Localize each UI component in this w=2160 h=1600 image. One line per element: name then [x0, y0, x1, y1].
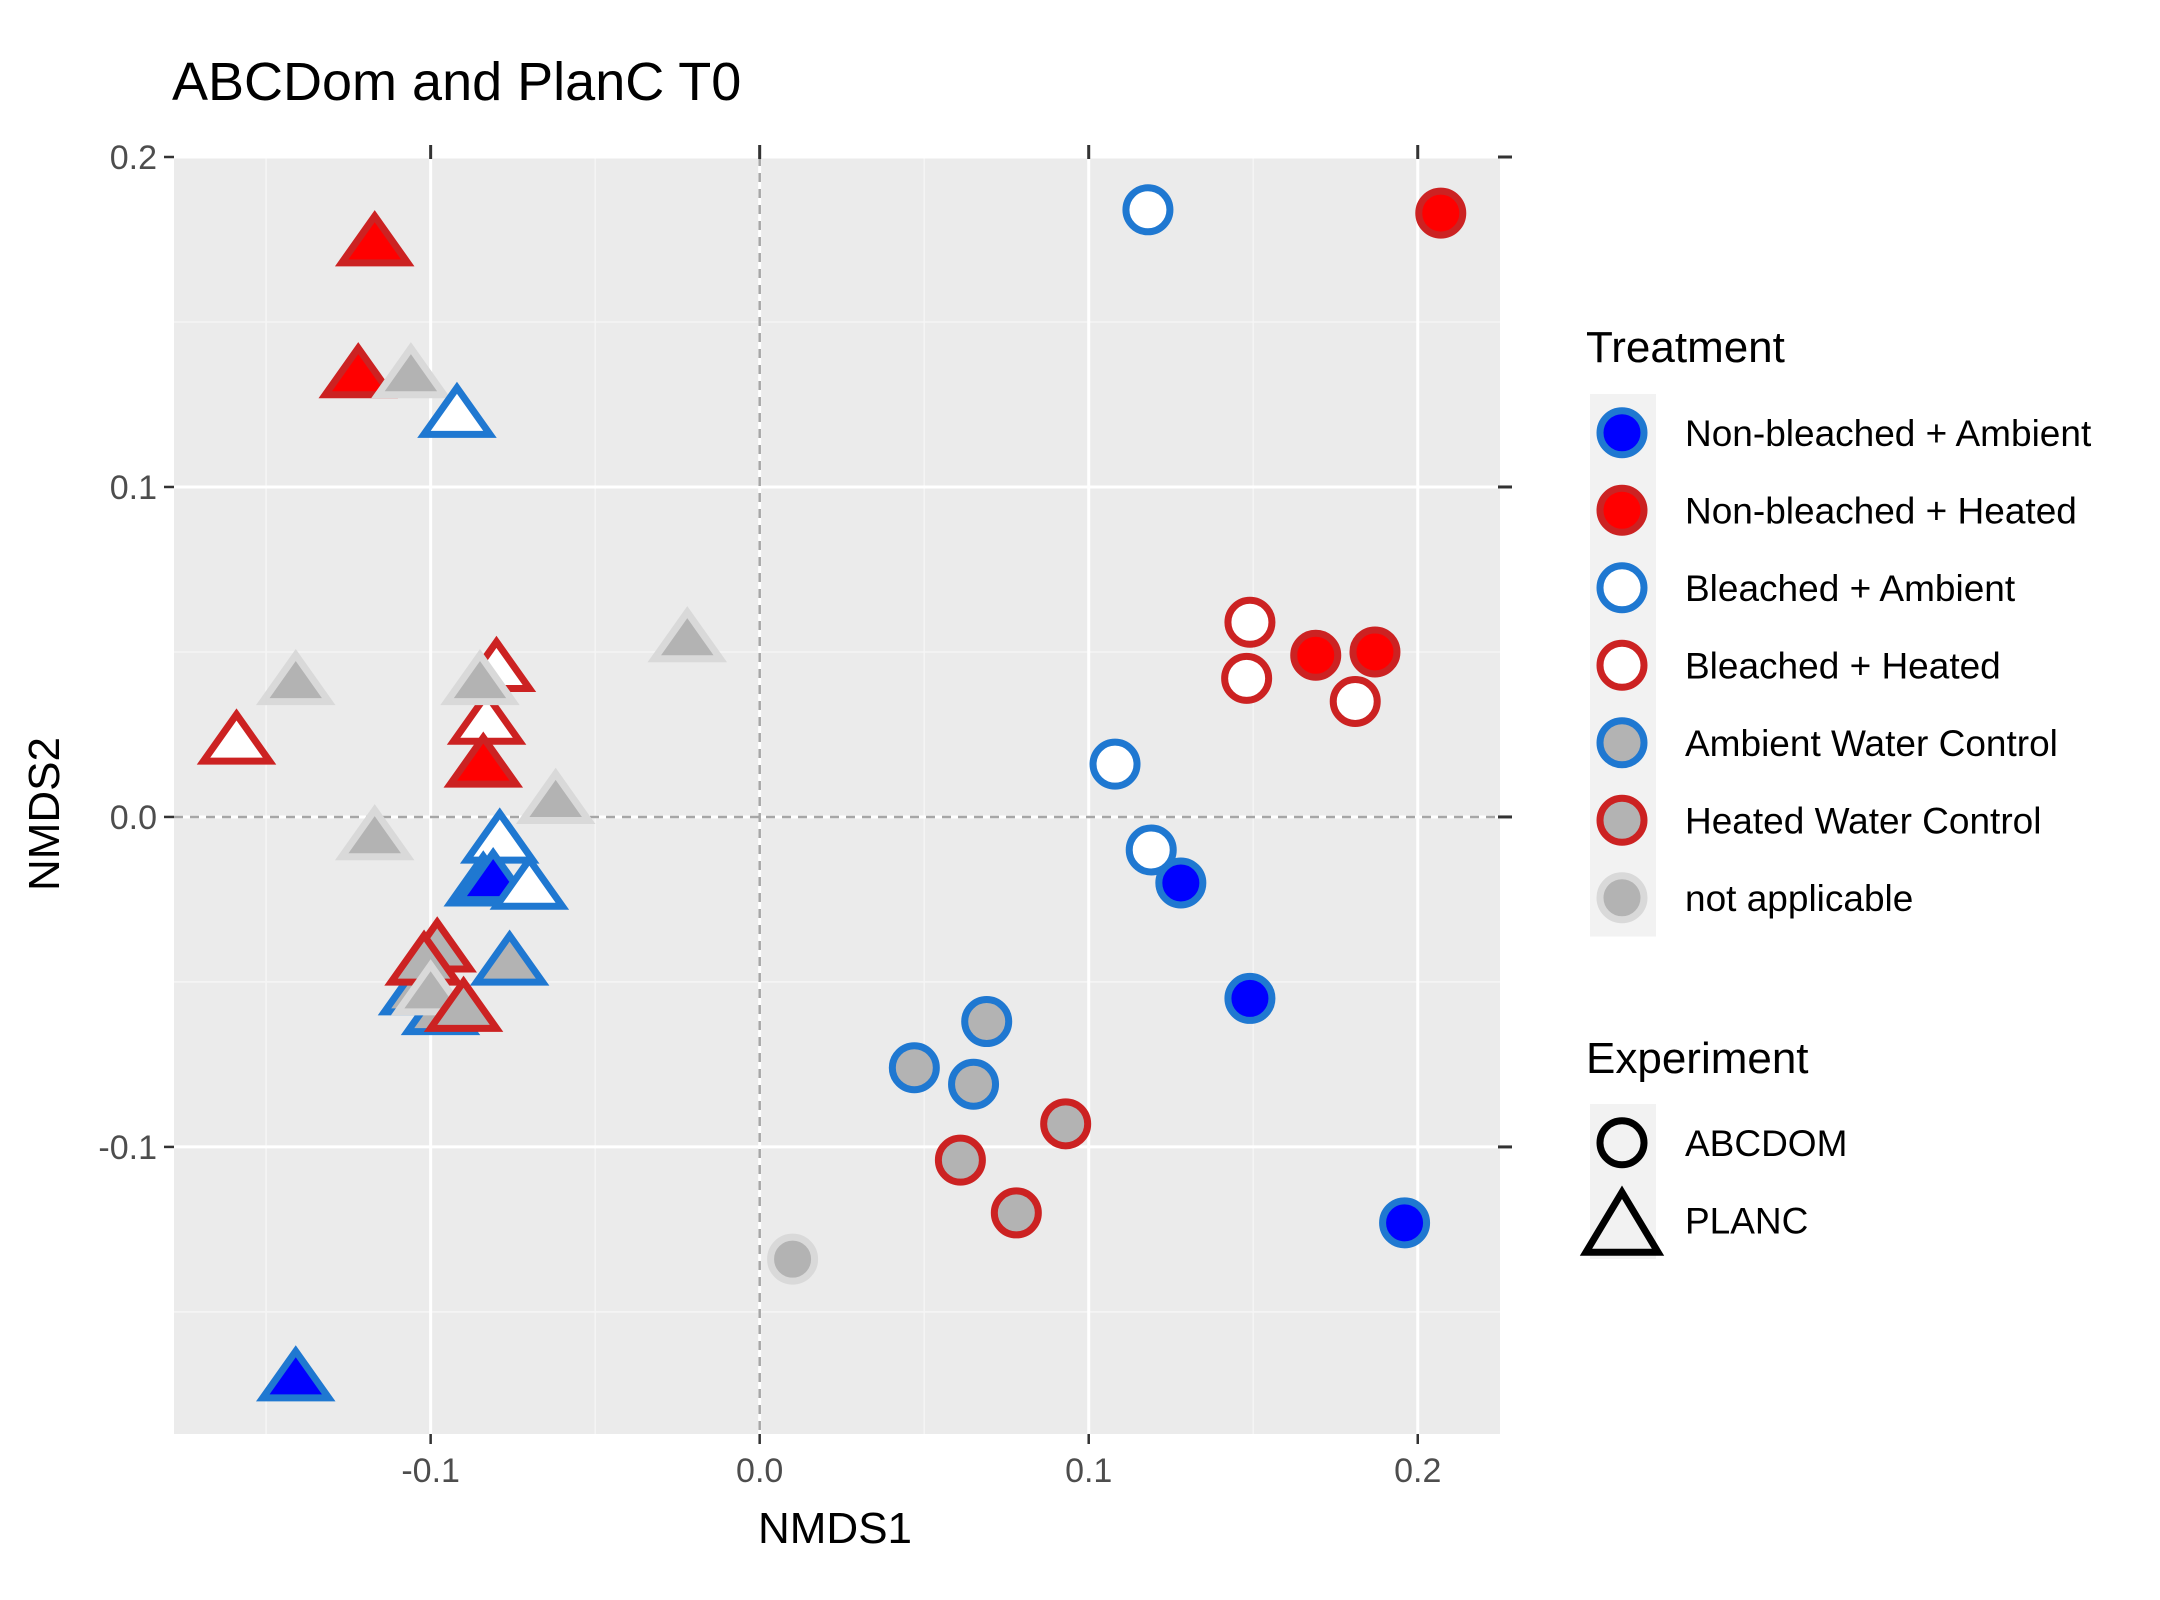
legend-label-treatment: Non-bleached + Ambient	[1685, 413, 2092, 454]
x-tick-label: 0.2	[1394, 1452, 1441, 1490]
legend-key-marker	[1596, 639, 1648, 691]
point-circle	[1379, 1197, 1431, 1249]
point-triangle	[255, 648, 336, 706]
point-triangle	[318, 342, 399, 399]
legend-key-marker	[1596, 717, 1648, 769]
legend-title-treatment: Treatment	[1586, 323, 1785, 372]
point-triangle	[334, 804, 415, 861]
point-circle	[1221, 652, 1273, 704]
chart-title: ABCDom and PlanC T0	[172, 52, 741, 112]
point-triangle	[417, 381, 497, 438]
point-triangle	[196, 708, 277, 765]
point-circle	[888, 1042, 940, 1094]
legend-key-marker	[1596, 794, 1648, 846]
point-circle	[1415, 187, 1467, 239]
point-circle	[767, 1233, 819, 1285]
tick-labels: -0.1 0.0 0.1 0.2 -0.1 0.0 0.1 0.2	[98, 139, 1441, 1490]
point-circle	[1349, 626, 1401, 678]
point-circle	[1040, 1098, 1092, 1150]
point-circle	[961, 996, 1013, 1048]
legend-label-treatment: Bleached + Heated	[1685, 645, 2001, 686]
data-points	[196, 184, 1467, 1402]
x-tick-label: -0.1	[401, 1452, 460, 1490]
legend-label-experiment: ABCDOM	[1685, 1123, 1847, 1164]
point-triangle	[469, 929, 550, 986]
legend-label-treatment: not applicable	[1685, 878, 1913, 919]
point-triangle	[423, 975, 504, 1032]
point-circle	[1290, 629, 1342, 681]
x-axis-title: NMDS1	[758, 1504, 912, 1553]
reference-lines	[174, 157, 1500, 1434]
y-tick-label: -0.1	[98, 1129, 157, 1167]
legend-key-marker	[1596, 562, 1648, 614]
y-tick-label: 0.1	[110, 469, 157, 507]
x-tick-label: 0.1	[1065, 1452, 1112, 1490]
legend-label-treatment: Bleached + Ambient	[1685, 568, 2016, 609]
point-triangle	[647, 606, 728, 663]
point-triangle	[334, 210, 415, 267]
axis-ticks	[164, 145, 1512, 1444]
legend-label-experiment: PLANC	[1685, 1200, 1808, 1241]
legend-treatment-entries: Non-bleached + Ambient Non-bleached + Hea…	[1590, 394, 2092, 937]
legend-key-marker	[1596, 484, 1648, 536]
point-circle	[934, 1134, 986, 1186]
point-circle	[1224, 972, 1276, 1024]
legend-key-marker	[1596, 407, 1648, 459]
x-tick-label: 0.0	[736, 1452, 783, 1490]
plot-panel	[174, 157, 1500, 1434]
point-circle	[1155, 857, 1207, 909]
point-triangle	[489, 853, 570, 910]
legend: Treatment Non-bleached + AmbientNon-blea…	[1579, 323, 2092, 1259]
legend-experiment-entries: ABCDOM PLANC	[1579, 1104, 1847, 1259]
legend-key-marker	[1596, 872, 1648, 924]
y-axis-title: NMDS2	[20, 737, 69, 891]
point-triangle	[515, 767, 596, 824]
legend-label-treatment: Non-bleached + Heated	[1685, 490, 2077, 531]
point-circle	[1125, 824, 1177, 876]
legend-key-marker	[1579, 1185, 1665, 1256]
legend-label-treatment: Heated Water Control	[1685, 800, 2041, 841]
y-tick-label: 0.0	[110, 799, 157, 837]
legend-key-marker	[1596, 1117, 1648, 1169]
point-triangle	[371, 342, 451, 399]
point-triangle	[440, 648, 520, 706]
point-triangle	[443, 731, 524, 788]
point-triangle	[255, 1345, 336, 1402]
point-circle	[948, 1058, 1000, 1110]
point-circle	[990, 1187, 1042, 1239]
point-circle	[1329, 675, 1381, 727]
point-circle	[1224, 596, 1276, 648]
y-tick-label: 0.2	[110, 139, 157, 177]
point-circle	[1089, 738, 1141, 790]
legend-label-treatment: Ambient Water Control	[1685, 723, 2058, 764]
point-circle	[1122, 184, 1174, 236]
legend-title-experiment: Experiment	[1586, 1034, 1809, 1083]
